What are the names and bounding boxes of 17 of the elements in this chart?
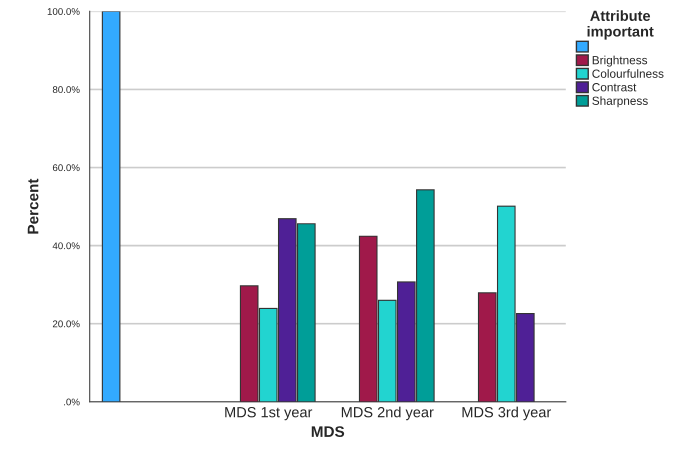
y-tick-label: 60.0% [52,164,80,172]
y-tick-label: 100.0% [48,8,80,15]
y-tick-label: .0% [64,398,80,406]
x-tick-label: MDS 3rd year [462,406,552,420]
y-tick-label: 20.0% [52,320,80,328]
bar [102,11,120,402]
y-tick-label: 40.0% [52,242,80,250]
x-axis-title: MDS [312,426,344,438]
y-tick-label: 80.0% [52,86,80,94]
legend-label: Sharpness [592,96,648,108]
legend-label: Colourfulness [592,69,664,78]
legend-title: Attribute important [588,10,654,40]
y-axis-title: Percent [28,178,38,234]
legend-label: Contrast [592,83,636,92]
x-tick-label: MDS 2nd year [342,406,434,420]
legend-label: Brightness [592,56,648,67]
x-tick-label: MDS 1st year [225,407,312,420]
